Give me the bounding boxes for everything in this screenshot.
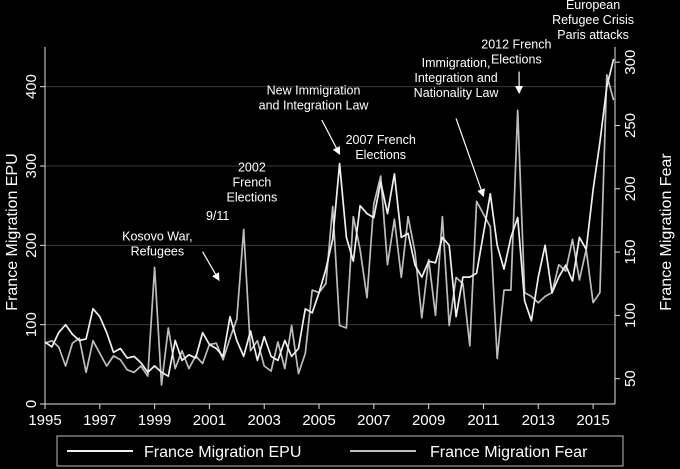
legend-label-epu: France Migration EPU: [144, 444, 301, 461]
series-line-epu: [44, 58, 615, 378]
legend-box: [56, 435, 624, 467]
annotation-arrow-0: [202, 251, 220, 282]
annotation-6-line-1: Elections: [491, 53, 542, 67]
annotation-2-line-2: Elections: [227, 191, 278, 205]
x-tick-label-2007: 2007: [357, 412, 390, 429]
y-tick-label-0: 0: [23, 400, 40, 408]
y-tick-label-200: 200: [23, 233, 40, 258]
y-tick-label-400: 400: [23, 74, 40, 99]
annotations: Kosovo War,Refugees9/112002FrenchElectio…: [122, 0, 634, 282]
x-tick-label-1999: 1999: [138, 412, 171, 429]
annotation-5-line-2: Nationality Law: [414, 86, 500, 100]
axes: 1995 1997 1999 2001 2003 2005 2007 2009 2011 2013…: [23, 47, 639, 429]
annotation-2-line-1: French: [232, 176, 271, 190]
y-tick-label-300: 300: [23, 153, 40, 178]
annotation-0-line-0: Kosovo War,: [122, 230, 192, 244]
annotation-arrow-1: [321, 119, 341, 155]
y2-tick-label-50: 50: [622, 370, 639, 387]
annotation-arrow-2: [455, 118, 485, 198]
annotation-6-line-0: 2012 French: [481, 38, 551, 52]
annotation-3-line-1: and Integration Law: [259, 99, 370, 113]
legend-label-fear: France Migration Fear: [430, 444, 588, 461]
y-axis-title: France Migration EPU: [4, 153, 21, 310]
annotation-5-line-0: Immigration,: [422, 56, 491, 70]
x-tick-label-1995: 1995: [28, 412, 61, 429]
series-layer: [44, 58, 615, 386]
annotation-5-line-1: Integration and: [414, 71, 497, 85]
x-tick-label-2003: 2003: [248, 412, 281, 429]
annotation-3-line-0: New Immigration: [267, 84, 361, 98]
x-tick-label-2005: 2005: [302, 412, 335, 429]
annotation-7-line-1: Refugee Crisis: [552, 13, 634, 27]
annotation-0-line-1: Refugees: [131, 245, 185, 259]
x-tick-label-2001: 2001: [193, 412, 226, 429]
x-tick-label-2013: 2013: [522, 412, 555, 429]
y2-axis-title: France Migration Fear: [658, 153, 675, 311]
series-line-fear: [44, 74, 615, 386]
annotation-7-line-0: European: [566, 0, 620, 12]
y2-tick-label-300: 300: [622, 50, 639, 75]
x-tick-label-1997: 1997: [83, 412, 116, 429]
x-tick-label-2015: 2015: [576, 412, 609, 429]
y2-tick-label-100: 100: [622, 303, 639, 328]
y2-tick-label-150: 150: [622, 240, 639, 265]
annotation-2-line-0: 2002: [238, 161, 266, 175]
x-tick-label-2009: 2009: [412, 412, 445, 429]
y2-tick-label-250: 250: [622, 113, 639, 138]
y2-tick-label-200: 200: [622, 176, 639, 201]
y-tick-label-100: 100: [23, 312, 40, 337]
x-tick-label-2011: 2011: [467, 412, 499, 429]
annotation-7-line-2: Paris attacks: [557, 28, 629, 42]
annotation-4-line-0: 2007 French: [346, 133, 416, 147]
annotation-4-line-1: Elections: [355, 148, 406, 162]
annotation-1-line-0: 9/11: [206, 209, 229, 223]
legend: France Migration EPU France Migration Fe…: [56, 435, 624, 467]
